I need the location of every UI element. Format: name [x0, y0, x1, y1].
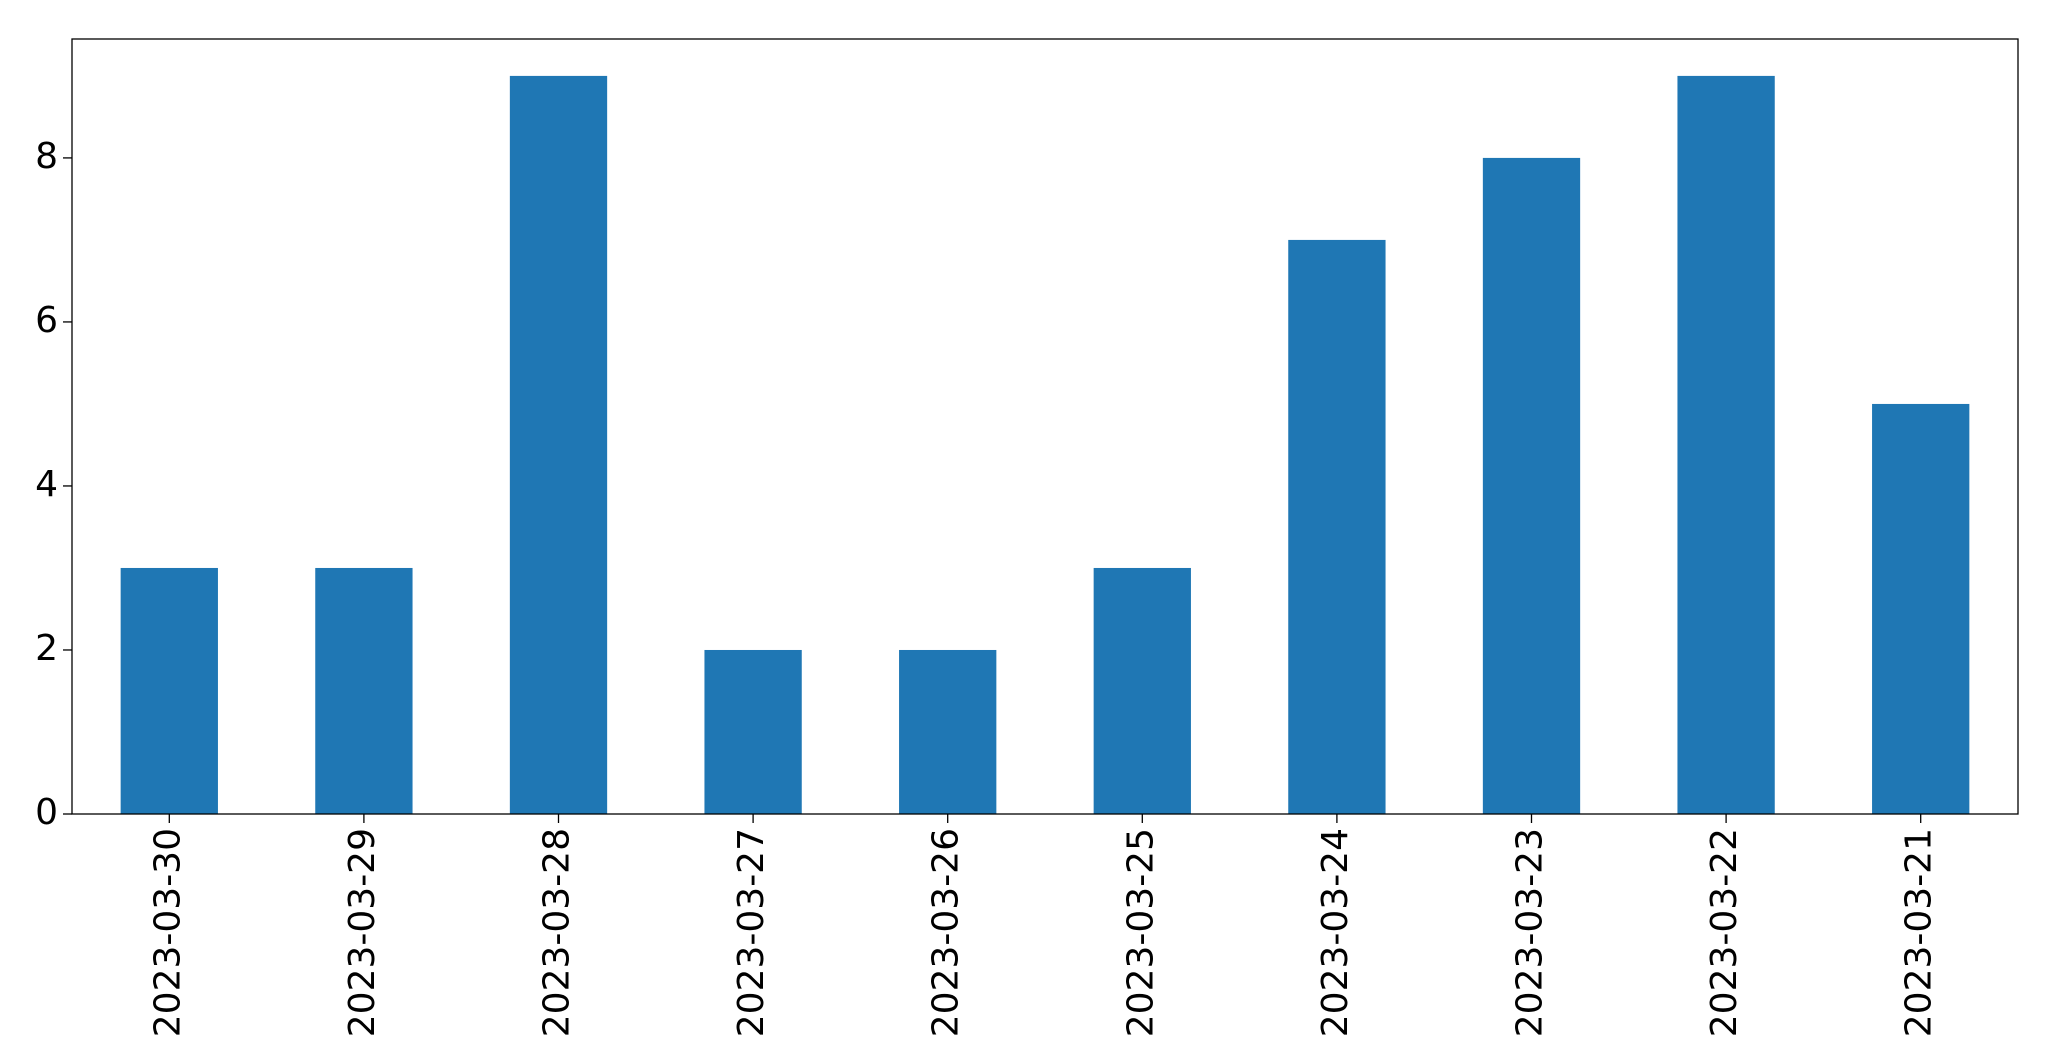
- bar: [1288, 239, 1386, 815]
- x-tick-label: 2023-03-22: [1704, 828, 1745, 1037]
- y-tick-label: 8: [35, 136, 58, 177]
- x-tick-label: 2023-03-21: [1899, 828, 1940, 1037]
- y-tick-label: 0: [35, 792, 58, 833]
- x-tick-label: 2023-03-27: [731, 828, 772, 1037]
- bar: [509, 75, 608, 814]
- x-tick-label: 2023-03-23: [1510, 828, 1551, 1037]
- x-tick-label: 2023-03-24: [1315, 828, 1356, 1037]
- x-tick-label: 2023-03-29: [342, 828, 383, 1037]
- bar: [704, 649, 802, 814]
- bar: [1872, 403, 1970, 814]
- y-tick-label: 2: [35, 628, 58, 669]
- bar: [1677, 75, 1775, 814]
- x-tick-label: 2023-03-26: [926, 828, 967, 1037]
- y-tick-label: 4: [35, 464, 58, 505]
- bar: [899, 649, 997, 814]
- plot-frame: [71, 38, 2019, 815]
- y-tick-label: 6: [35, 300, 58, 341]
- x-tick-label: 2023-03-28: [537, 828, 578, 1037]
- bar: [1482, 157, 1581, 814]
- bar: [315, 567, 413, 814]
- bar: [1093, 567, 1191, 814]
- bar: [120, 567, 218, 814]
- x-tick-label: 2023-03-30: [147, 828, 188, 1037]
- x-tick-label: 2023-03-25: [1120, 828, 1161, 1037]
